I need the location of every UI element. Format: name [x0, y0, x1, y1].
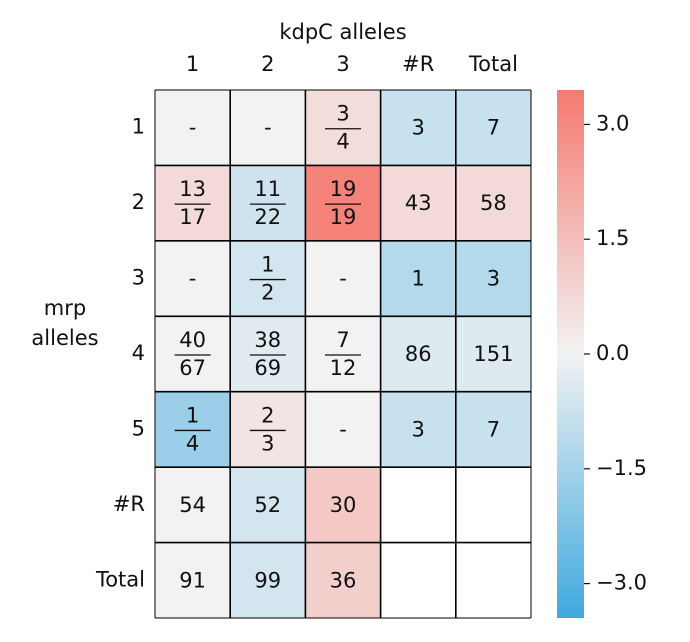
cell	[455, 90, 531, 166]
cell-label: 7	[487, 116, 500, 140]
cell	[155, 90, 231, 166]
column-label: #R	[402, 52, 434, 76]
cell	[455, 391, 531, 468]
cell	[455, 467, 531, 543]
cell-denominator: 4	[336, 130, 349, 154]
colorbar-tick-label: 3.0	[596, 111, 629, 135]
colorbar-tick-label: −3.0	[596, 571, 647, 595]
cell	[380, 391, 456, 468]
cell-label: 43	[405, 191, 432, 215]
colorbar-tick-label: 1.5	[596, 226, 629, 250]
cell-numerator: 19	[330, 177, 357, 201]
row-label: 5	[132, 416, 145, 440]
cell	[380, 542, 456, 619]
cell-label: 36	[330, 568, 357, 592]
colorbar-tick-label: −1.5	[596, 456, 647, 480]
cell-numerator: 11	[254, 177, 281, 201]
colorbar	[557, 90, 584, 619]
cell	[155, 316, 231, 392]
row-label: #R	[113, 492, 145, 516]
cell	[230, 316, 306, 392]
cell-numerator: 7	[336, 328, 349, 352]
cell-label: 54	[179, 493, 206, 517]
cell	[455, 316, 531, 392]
cell	[380, 90, 456, 166]
row-label: 4	[132, 341, 145, 365]
cell	[380, 240, 456, 317]
cell-label: 1	[412, 267, 425, 291]
column-label: 1	[186, 52, 199, 76]
cell	[230, 391, 306, 468]
cell	[455, 240, 531, 317]
cell	[305, 467, 381, 543]
cell	[305, 316, 381, 392]
cell	[230, 467, 306, 543]
cell	[380, 165, 456, 241]
cell	[230, 90, 306, 166]
cell-denominator: 67	[179, 356, 206, 380]
y-axis-title: mrp	[44, 296, 86, 320]
cell-numerator: 3	[336, 102, 349, 126]
cell	[305, 90, 381, 166]
cell-label: -	[264, 116, 272, 140]
cell-label: 7	[487, 417, 500, 441]
cell	[380, 316, 456, 392]
cell-denominator: 19	[330, 205, 357, 229]
cell-label: 52	[254, 493, 281, 517]
row-label: 2	[132, 190, 145, 214]
cell	[455, 542, 531, 619]
cell	[155, 467, 231, 543]
cell	[305, 165, 381, 241]
cell-denominator: 22	[254, 205, 281, 229]
cell-numerator: 40	[179, 328, 206, 352]
cell-label: 91	[179, 568, 206, 592]
cell	[155, 542, 231, 619]
cell	[305, 240, 381, 317]
cell-numerator: 1	[261, 253, 274, 277]
x-axis-title: kdpC alleles	[279, 20, 406, 44]
cell	[230, 542, 306, 619]
cell	[455, 165, 531, 241]
cell-denominator: 4	[186, 431, 199, 455]
cell-label: -	[339, 417, 347, 441]
cell-denominator: 69	[254, 356, 281, 380]
cell-numerator: 13	[179, 177, 206, 201]
cell-label: 3	[412, 417, 425, 441]
column-label: 3	[336, 52, 349, 76]
row-label: 3	[132, 266, 145, 290]
cell	[305, 391, 381, 468]
cell-denominator: 17	[179, 205, 206, 229]
cell-label: -	[189, 116, 197, 140]
cell	[155, 240, 231, 317]
cell-label: 58	[480, 191, 507, 215]
cell-label: 86	[405, 342, 432, 366]
row-label: 1	[132, 115, 145, 139]
cell	[305, 542, 381, 619]
cell-denominator: 3	[261, 431, 274, 455]
cell-numerator: 1	[186, 403, 199, 427]
cell	[380, 467, 456, 543]
column-label: 2	[261, 52, 274, 76]
cell-denominator: 2	[261, 281, 274, 305]
colorbar-tick-label: 0.0	[596, 341, 629, 365]
cell	[230, 240, 306, 317]
cell-label: 30	[330, 493, 357, 517]
cell-numerator: 38	[254, 328, 281, 352]
cell-numerator: 2	[261, 403, 274, 427]
column-label: Total	[468, 52, 518, 76]
cell-denominator: 12	[330, 356, 357, 380]
cell	[155, 165, 231, 241]
cell-label: -	[189, 267, 197, 291]
row-label: Total	[95, 567, 145, 591]
cell-label: -	[339, 267, 347, 291]
cell	[230, 165, 306, 241]
y-axis-title: alleles	[31, 326, 98, 350]
cell-label: 151	[473, 342, 513, 366]
cell-label: 3	[412, 116, 425, 140]
cell-label: 99	[254, 568, 281, 592]
cell-label: 3	[487, 267, 500, 291]
cell	[155, 391, 231, 468]
